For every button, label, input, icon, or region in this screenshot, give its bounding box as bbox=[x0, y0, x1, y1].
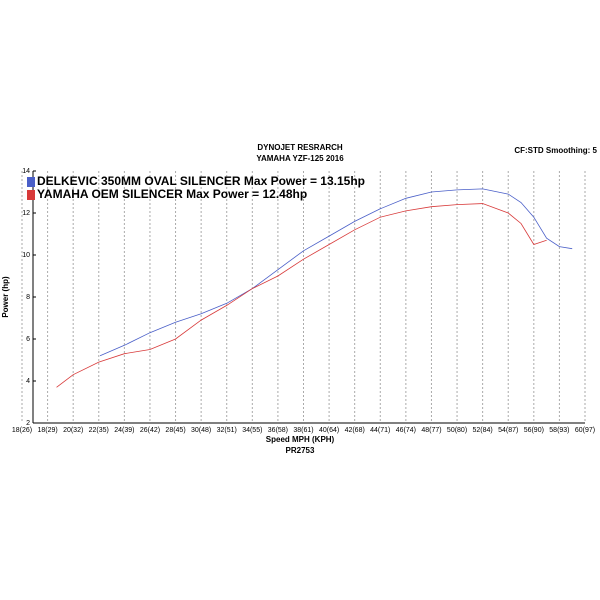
series-line bbox=[99, 188, 573, 357]
y-tick-label: 6 bbox=[26, 336, 30, 343]
x-tick-label: 52(84) bbox=[473, 427, 493, 434]
series-line bbox=[56, 203, 547, 388]
x-tick-label: 20(32) bbox=[63, 427, 83, 434]
y-tick-label: 12 bbox=[22, 210, 30, 217]
x-tick-label: 36(58) bbox=[268, 427, 288, 434]
y-tick-label: 10 bbox=[22, 252, 30, 259]
x-tick-label: 28(45) bbox=[165, 427, 185, 434]
x-tick-label: 46(74) bbox=[396, 427, 416, 434]
x-tick-label: 38(61) bbox=[293, 427, 313, 434]
y-axis-label: Power (hp) bbox=[1, 276, 10, 318]
x-tick-label: 42(68) bbox=[345, 427, 365, 434]
y-tick-label: 14 bbox=[22, 168, 30, 175]
x-tick-label: 48(77) bbox=[421, 427, 441, 434]
x-tick-label: 30(48) bbox=[191, 427, 211, 434]
x-tick-label: 26(42) bbox=[140, 427, 160, 434]
x-tick-label: 60(97) bbox=[575, 427, 595, 434]
y-tick-label: 8 bbox=[26, 294, 30, 301]
y-tick-label: 2 bbox=[26, 420, 30, 427]
x-tick-label: 56(90) bbox=[524, 427, 544, 434]
annotation: CF:STD Smoothing: 5 bbox=[514, 146, 597, 155]
x-tick-label: 24(39) bbox=[114, 427, 134, 434]
chart-subtitle: YAMAHA YZF-125 2016 bbox=[256, 154, 344, 163]
chart-title: DYNOJET RESRARCH bbox=[257, 143, 343, 152]
x-axis-label: Speed MPH (KPH) bbox=[266, 435, 335, 444]
x-tick-label: 18(29) bbox=[37, 427, 57, 434]
legend-label: YAMAHA OEM SILENCER Max Power = 12.48hp bbox=[37, 187, 307, 201]
x-tick-label: 40(64) bbox=[319, 427, 339, 434]
legend-swatch bbox=[27, 177, 35, 187]
x-tick-label: 18(26) bbox=[12, 427, 32, 434]
legend-label: DELKEVIC 350MM OVAL SILENCER Max Power =… bbox=[37, 174, 365, 188]
y-tick-label: 4 bbox=[26, 378, 30, 385]
x-tick-label: 34(55) bbox=[242, 427, 262, 434]
x-tick-label: 54(87) bbox=[498, 427, 518, 434]
x-tick-label: 32(51) bbox=[217, 427, 237, 434]
legend-swatch bbox=[27, 190, 35, 200]
x-tick-label: 22(35) bbox=[89, 427, 109, 434]
x-tick-label: 58(93) bbox=[549, 427, 569, 434]
x-axis-sublabel: PR2753 bbox=[286, 446, 315, 455]
x-tick-label: 44(71) bbox=[370, 427, 390, 434]
x-tick-label: 50(80) bbox=[447, 427, 467, 434]
